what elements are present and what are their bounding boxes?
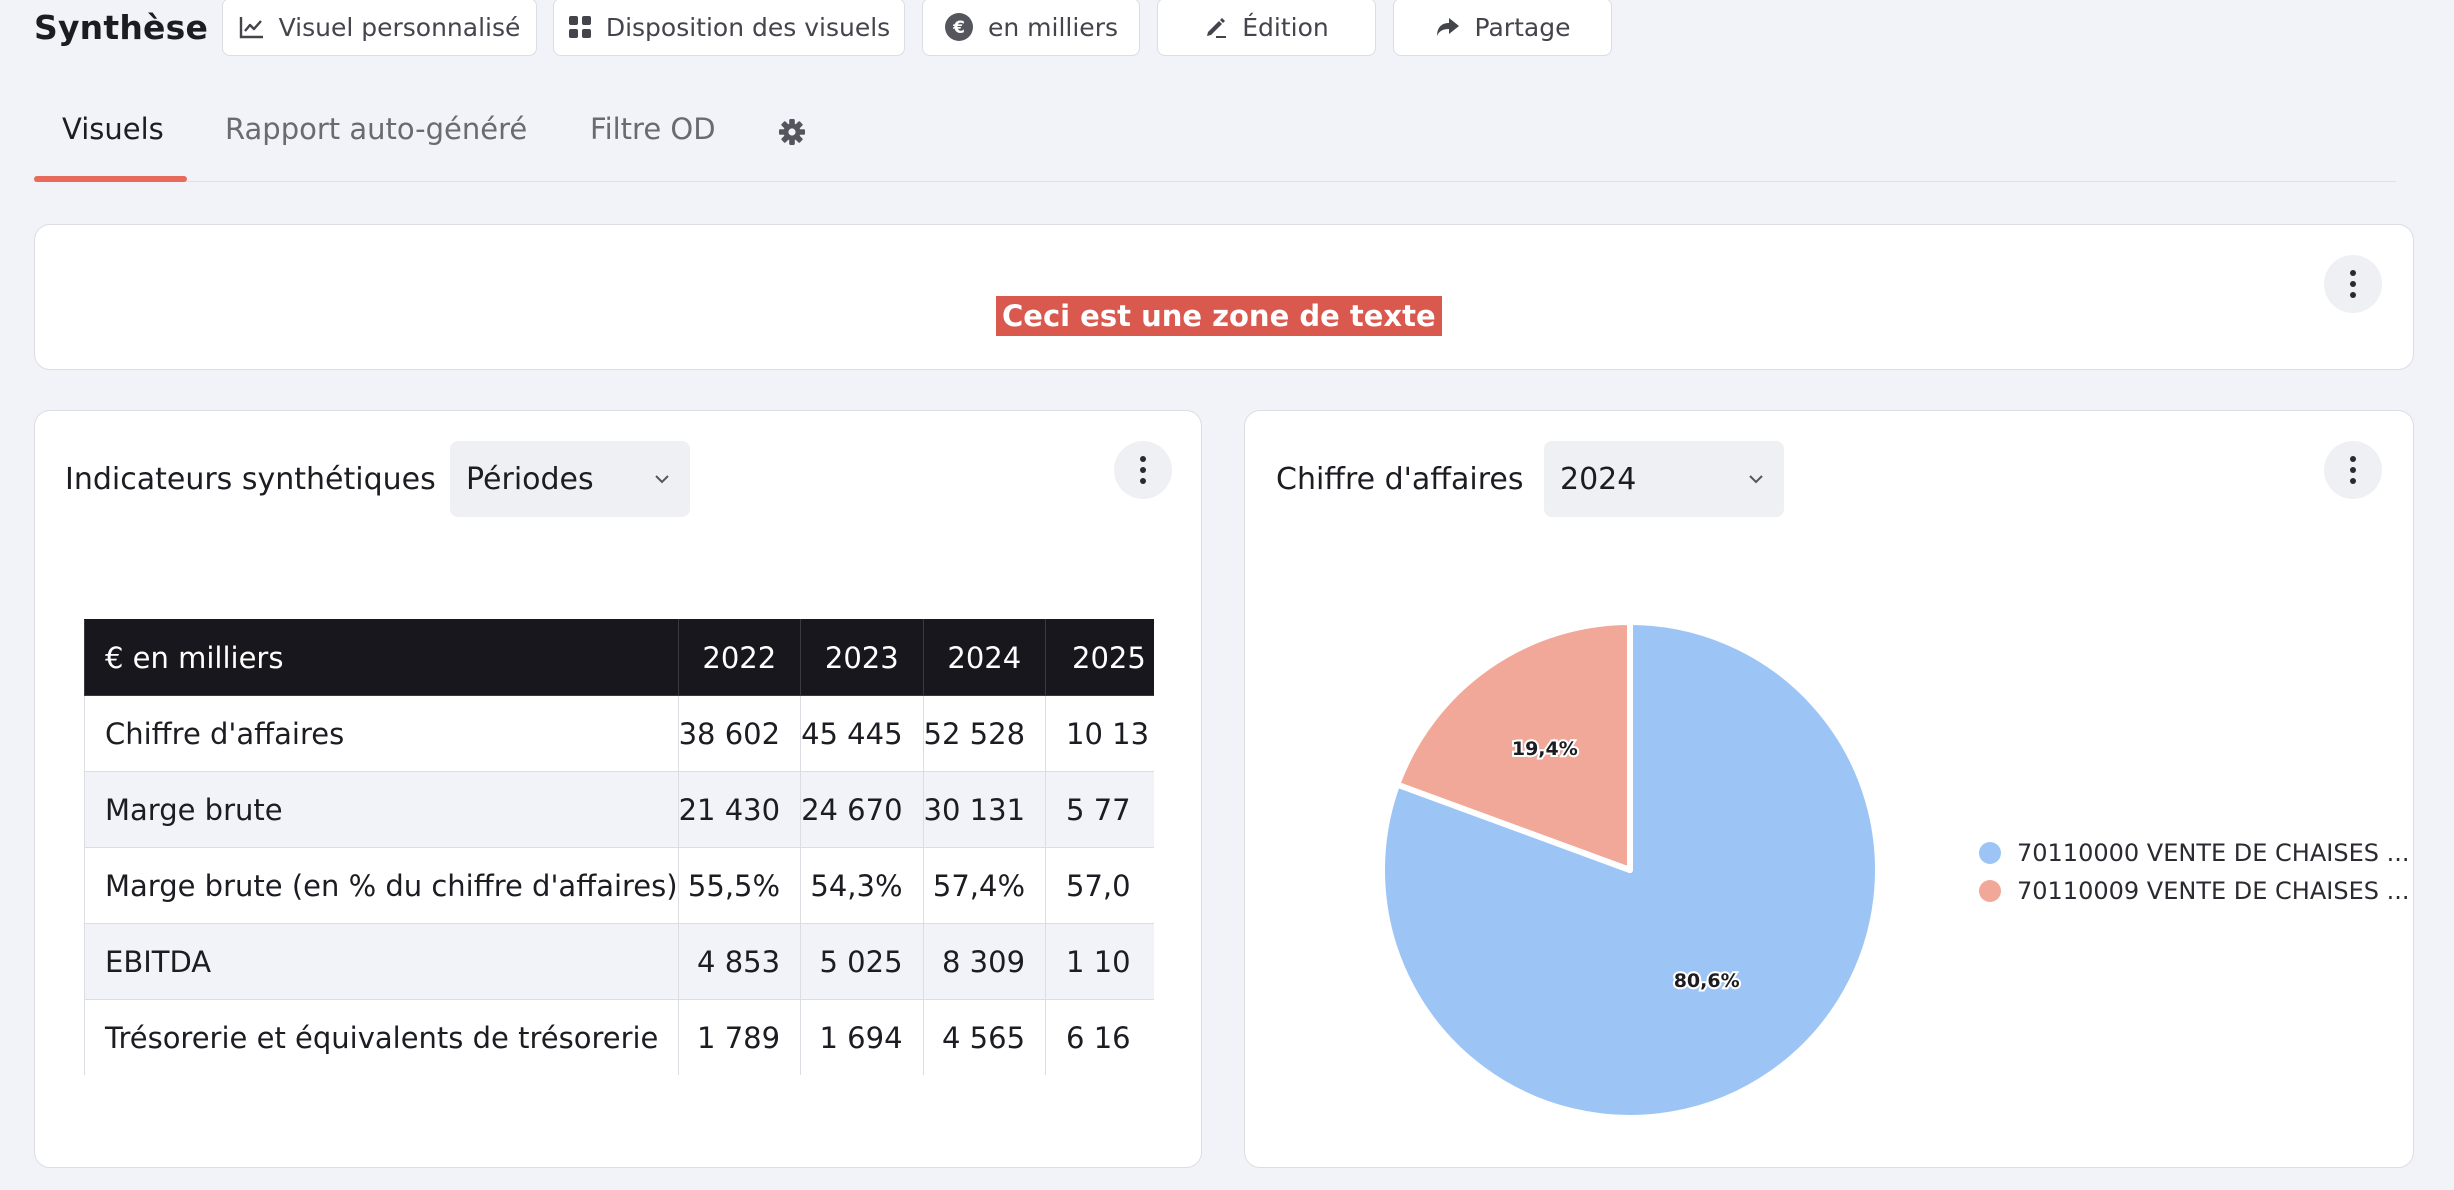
custom-visual-button[interactable]: Visuel personnalisé (222, 0, 537, 56)
table-header-cell: € en milliers (84, 619, 679, 696)
chevron-down-icon (1749, 475, 1763, 484)
layout-button[interactable]: Disposition des visuels (553, 0, 905, 56)
text-zone[interactable]: Ceci est une zone de texte (996, 296, 1442, 336)
legend-color-dot (1979, 880, 2001, 902)
legend-label: 70110009 VENTE DE CHAISES ... (2017, 877, 2410, 905)
periods-select-value: Périodes (466, 461, 594, 497)
indicators-title: Indicateurs synthétiques (65, 462, 436, 497)
table-cell: 4 565 (922, 999, 1047, 1075)
euro-icon: € (945, 13, 973, 41)
table-header-cell: 2023 (800, 619, 924, 696)
table-row: Trésorerie et équivalents de trésorerie … (84, 999, 1154, 1075)
table-cell: 30 131 (922, 771, 1047, 848)
year-select-value: 2024 (1560, 461, 1637, 497)
periods-select[interactable]: Périodes (450, 441, 690, 517)
table-cell: 8 309 (922, 923, 1047, 1000)
table-row: EBITDA 4 853 5 025 8 309 1 10 (84, 923, 1154, 1000)
revenue-title: Chiffre d'affaires (1276, 462, 1524, 497)
legend-color-dot (1979, 842, 2001, 864)
svg-text:€: € (952, 18, 965, 38)
legend-item[interactable]: 70110009 VENTE DE CHAISES ... (1979, 872, 2410, 910)
table-row: Chiffre d'affaires 38 602 45 445 52 528 … (84, 695, 1154, 772)
units-label: en milliers (988, 12, 1118, 42)
text-card-menu-button[interactable] (2324, 255, 2382, 313)
chevron-down-icon (655, 475, 669, 484)
share-button[interactable]: Partage (1393, 0, 1612, 56)
table-cell: 6 16 (1045, 999, 1154, 1075)
tab-bar: Visuels Rapport auto-généré Filtre OD (34, 96, 2396, 182)
indicators-card-menu-button[interactable] (1114, 441, 1172, 499)
table-cell: 21 430 (677, 771, 802, 848)
table-header-cell: 2024 (922, 619, 1047, 696)
edit-label: Édition (1242, 12, 1329, 42)
revenue-pie-chart[interactable]: 80,6% 19,4% (1370, 610, 1890, 1130)
line-chart-icon (239, 17, 263, 39)
page-title: Synthèse (34, 7, 209, 47)
table-row-label: Marge brute (en % du chiffre d'affaires) (84, 847, 679, 924)
table-cell: 1 10 (1045, 923, 1154, 1000)
legend-item[interactable]: 70110000 VENTE DE CHAISES ... (1979, 834, 2410, 872)
table-cell: 57,0 (1045, 847, 1154, 924)
custom-visual-label: Visuel personnalisé (278, 12, 521, 42)
table-row-label: Chiffre d'affaires (84, 695, 679, 772)
revenue-card-menu-button[interactable] (2324, 441, 2382, 499)
table-cell: 24 670 (800, 771, 924, 848)
share-arrow-icon (1436, 18, 1459, 36)
pie-slice[interactable] (1394, 619, 1633, 873)
table-header-row: € en milliers 2022 2023 2024 2025 (84, 619, 1154, 696)
table-cell: 55,5% (677, 847, 802, 924)
indicators-table-viewport[interactable]: € en milliers 2022 2023 2024 2025 Chiffr… (84, 619, 1154, 1075)
table-cell: 1 694 (800, 999, 924, 1075)
table-row-label: Marge brute (84, 771, 679, 848)
share-label: Partage (1474, 12, 1571, 42)
table-header-cell: 2025 (1045, 619, 1154, 696)
table-row-label: Trésorerie et équivalents de trésorerie (84, 999, 679, 1075)
edit-button[interactable]: Édition (1157, 0, 1376, 56)
table-cell: 1 789 (677, 999, 802, 1075)
active-tab-indicator (34, 176, 187, 182)
table-cell: 45 445 (800, 695, 924, 772)
table-header-cell: 2022 (677, 619, 802, 696)
table-cell: 54,3% (800, 847, 924, 924)
table-row: Marge brute (en % du chiffre d'affaires)… (84, 847, 1154, 924)
pie-slice-label: 80,6% (1674, 970, 1740, 992)
table-cell: 52 528 (922, 695, 1047, 772)
table-cell: 5 77 (1045, 771, 1154, 848)
table-cell: 10 13 (1045, 695, 1154, 772)
table-cell: 4 853 (677, 923, 802, 1000)
table-cell: 38 602 (677, 695, 802, 772)
table-row-label: EBITDA (84, 923, 679, 1000)
grid-icon (568, 16, 591, 38)
top-bar: Synthèse (34, 0, 248, 58)
table-row: Marge brute 21 430 24 670 30 131 5 77 (84, 771, 1154, 848)
layout-label: Disposition des visuels (605, 12, 891, 42)
tab-auto-report[interactable]: Rapport auto-généré (225, 112, 528, 146)
indicators-table: € en milliers 2022 2023 2024 2025 Chiffr… (84, 619, 1154, 1075)
units-button[interactable]: € en milliers (922, 0, 1140, 56)
tab-od-filter[interactable]: Filtre OD (590, 112, 716, 146)
pie-slice-label: 19,4% (1512, 738, 1578, 760)
year-select[interactable]: 2024 (1544, 441, 1784, 517)
table-cell: 57,4% (922, 847, 1047, 924)
pie-legend: 70110000 VENTE DE CHAISES ... 70110009 VE… (1979, 834, 2410, 910)
legend-label: 70110000 VENTE DE CHAISES ... (2017, 839, 2410, 867)
tab-visuals[interactable]: Visuels (62, 112, 164, 146)
table-cell: 5 025 (800, 923, 924, 1000)
settings-gear-icon[interactable] (778, 118, 806, 150)
pencil-icon (1207, 18, 1227, 38)
